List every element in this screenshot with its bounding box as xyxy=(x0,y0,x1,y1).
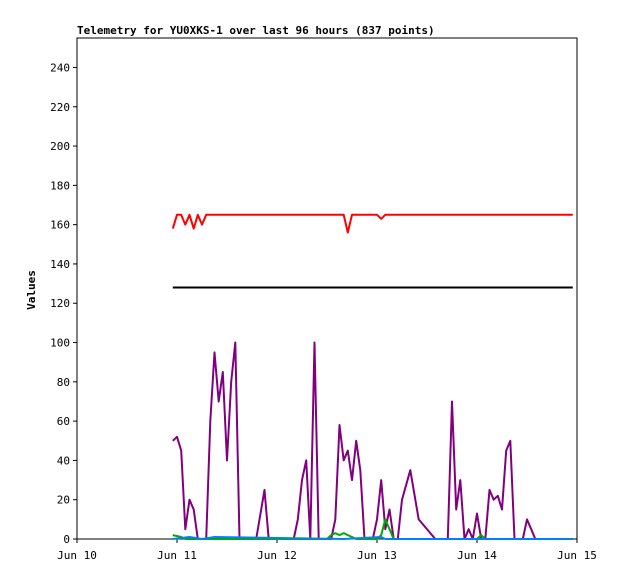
series-red-line xyxy=(171,213,573,234)
y-tick-label: 120 xyxy=(50,297,70,310)
y-tick-label: 100 xyxy=(50,337,70,350)
y-axis: 0 20 40 60 80 100 120 140 160 180 200 220 240 xyxy=(50,61,77,546)
y-tick-label: 240 xyxy=(50,61,70,74)
x-tick-label: Jun 11 xyxy=(157,549,197,562)
y-tick-label: 140 xyxy=(50,258,70,271)
y-axis-label: Values xyxy=(25,270,38,310)
series-blue-line xyxy=(172,536,573,540)
x-tick-label: Jun 10 xyxy=(57,549,97,562)
x-axis: Jun 10 Jun 11 Jun 12 Jun 13 Jun 14 Jun 15 xyxy=(57,539,597,562)
series-purple-line xyxy=(172,341,573,540)
y-tick-label: 0 xyxy=(63,533,70,546)
y-tick-label: 180 xyxy=(50,179,70,192)
x-tick-label: Jun 14 xyxy=(457,549,497,562)
x-tick-label: Jun 13 xyxy=(357,549,397,562)
y-tick-label: 80 xyxy=(57,376,70,389)
y-tick-label: 220 xyxy=(50,101,70,114)
series-layer xyxy=(171,213,573,540)
chart-title: Telemetry for YU0XKS-1 over last 96 hour… xyxy=(77,24,435,37)
y-tick-label: 20 xyxy=(57,494,70,507)
y-tick-label: 200 xyxy=(50,140,70,153)
x-tick-label: Jun 15 xyxy=(557,549,597,562)
x-tick-label: Jun 12 xyxy=(257,549,297,562)
y-tick-label: 60 xyxy=(57,415,70,428)
y-tick-label: 40 xyxy=(57,454,70,467)
y-tick-label: 160 xyxy=(50,219,70,232)
